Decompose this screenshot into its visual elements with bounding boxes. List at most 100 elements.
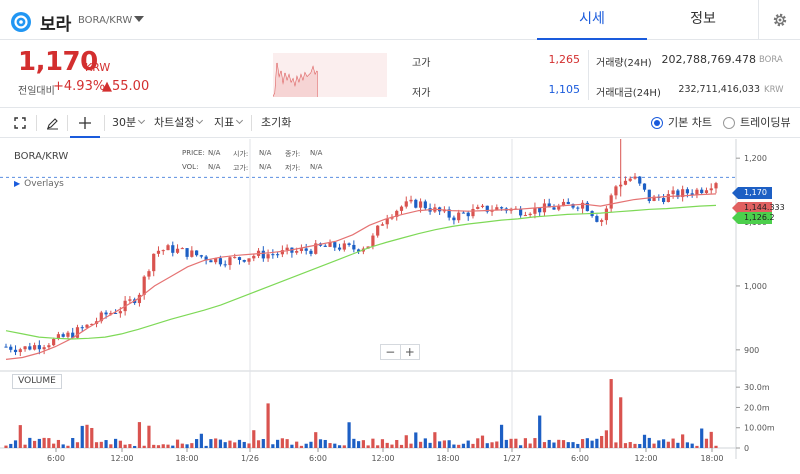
crosshair-button[interactable]	[70, 108, 100, 138]
candle-body	[75, 327, 80, 338]
volume-unit: BORA	[759, 55, 783, 65]
candle-body	[99, 312, 103, 322]
candle-body	[666, 194, 670, 202]
vol-tick-label: 30.0m	[744, 383, 770, 392]
candle-body	[190, 250, 194, 257]
candle-body	[223, 264, 227, 266]
y-tick-label: 900	[744, 346, 759, 355]
volume-bar	[485, 443, 489, 448]
candle-body	[561, 201, 566, 206]
volume-bar	[171, 445, 175, 448]
volume-bar	[590, 440, 594, 448]
reset-button[interactable]: 초기화	[261, 116, 292, 129]
candle-body	[285, 247, 289, 251]
zoom-in-button[interactable]: +	[399, 345, 420, 359]
volume-bar	[290, 444, 294, 448]
chart-area[interactable]: 1,2001,1001,00090030.0m20.0m10.00m06:001…	[0, 139, 800, 474]
candle-body	[604, 208, 609, 221]
volume-bar	[42, 437, 46, 448]
candle-body	[471, 208, 475, 217]
volume-bar	[399, 444, 404, 448]
tab-price[interactable]: 시세	[537, 0, 647, 40]
candle-body	[28, 346, 32, 350]
candle-body	[142, 276, 146, 295]
candle-body	[147, 271, 151, 277]
candle-body	[80, 327, 84, 329]
volume-bar	[175, 439, 180, 448]
volume-bar	[352, 438, 356, 448]
ohlc-open-label: 시가:	[233, 150, 249, 158]
candle-body	[85, 324, 89, 328]
volume-bar	[299, 445, 304, 448]
coin-dropdown-icon[interactable]	[134, 16, 144, 22]
candle-body	[566, 201, 570, 205]
zoom-out-button[interactable]: −	[385, 345, 396, 359]
change-label: 전일대비	[18, 86, 55, 97]
vol-tick-label: 0	[744, 444, 749, 453]
volume-bar	[499, 424, 504, 448]
candle-body	[376, 225, 380, 236]
volume-bar	[566, 442, 570, 448]
x-tick-label: 1/26	[241, 454, 259, 463]
basic-chart-radio[interactable]	[651, 117, 663, 129]
candle-body	[571, 204, 575, 208]
ohlc-close-label: 종가:	[285, 150, 301, 158]
volume-bar	[47, 438, 51, 448]
volume-bar	[233, 442, 237, 448]
candle-body	[185, 248, 189, 257]
candle-body	[661, 198, 666, 202]
candle-body	[199, 255, 203, 257]
volume-bar	[676, 442, 680, 448]
coin-pair: BORA/KRW	[78, 15, 133, 26]
candle-body	[295, 251, 299, 253]
volume-bar	[409, 443, 413, 448]
volume-bar	[218, 439, 223, 448]
candle-body	[414, 199, 418, 208]
tradingview-label[interactable]: 트레이딩뷰	[740, 116, 791, 129]
indicators-select[interactable]: 지표	[214, 113, 244, 133]
candle-body	[595, 216, 599, 222]
volume-bar	[600, 435, 604, 448]
volume-bar	[204, 445, 208, 448]
volume-bar	[671, 438, 675, 448]
vol-tick-label: 10.00m	[744, 424, 775, 433]
chart-settings-select[interactable]: 차트설정	[154, 113, 204, 133]
candle-body	[195, 250, 199, 256]
tab-info[interactable]: 정보	[690, 11, 716, 27]
candle-body	[638, 176, 642, 184]
volume-bar	[280, 438, 284, 448]
volume-bar	[252, 430, 256, 448]
volume-bar	[318, 439, 323, 448]
volume-bar	[390, 444, 394, 448]
ohlc-high-label: 고가:	[233, 164, 249, 172]
candle-body	[161, 250, 165, 252]
overlays-toggle[interactable]: ▶ Overlays	[14, 179, 64, 189]
candle-body	[104, 312, 108, 315]
price-sparkline	[273, 53, 387, 97]
basic-chart-label[interactable]: 기본 차트	[668, 116, 712, 129]
candle-body	[357, 249, 361, 252]
candle-body	[628, 178, 632, 181]
settings-button[interactable]	[758, 0, 800, 40]
volume-bar	[156, 445, 161, 448]
volume-bar	[528, 443, 532, 448]
volume-bar	[619, 397, 623, 448]
interval-select[interactable]: 30분	[112, 113, 146, 133]
fullscreen-icon[interactable]	[14, 117, 26, 129]
chart-settings-label: 차트설정	[154, 116, 195, 129]
price-chart[interactable]: 1,2001,1001,00090030.0m20.0m10.00m06:001…	[0, 139, 800, 474]
pencil-icon[interactable]	[46, 117, 59, 130]
candle-body	[585, 202, 589, 212]
candle-body	[461, 212, 466, 214]
volume-bar	[52, 443, 56, 448]
volume-bar	[75, 442, 80, 448]
volume-bar	[237, 439, 242, 448]
volume-bar	[418, 441, 423, 448]
volume-bar	[414, 432, 418, 448]
x-tick-label: 6:00	[309, 454, 327, 463]
candle-body	[352, 244, 356, 250]
y-tick-label: 1,200	[744, 154, 767, 163]
volume-bar	[695, 445, 699, 448]
candle-body	[457, 212, 461, 221]
tradingview-radio[interactable]	[723, 117, 735, 129]
